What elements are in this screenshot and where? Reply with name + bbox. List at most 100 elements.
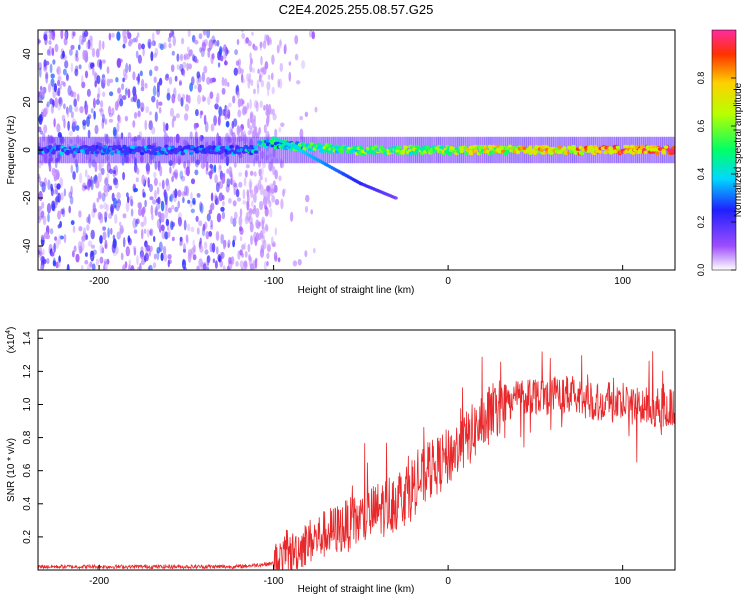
spectrogram-noise-speck: [63, 188, 67, 197]
spectrogram-noise-speck: [93, 97, 96, 109]
spectrogram-noise-speck: [177, 200, 180, 209]
spectrogram-carrier-mark: [590, 148, 595, 152]
spectrogram-noise-speck: [228, 197, 232, 204]
spectrogram-noise-speck: [187, 252, 192, 263]
spectrogram-noise-speck: [98, 162, 102, 172]
spectrogram-noise-speck: [162, 245, 167, 255]
spectrogram-noise-speck: [208, 209, 213, 215]
spectrogram-band-halo: [274, 136, 278, 164]
spectrogram-noise-speck: [253, 126, 256, 138]
spectrogram-band-halo: [262, 136, 266, 164]
spectrogram-noise-speck: [57, 192, 61, 203]
spectrogram-noise-speck: [192, 197, 196, 205]
spectrogram-noise-speck: [38, 126, 42, 133]
spectrogram-band-halo: [190, 136, 194, 164]
spectrogram-noise-speck: [53, 174, 58, 179]
spectrogram-noise-speck: [177, 93, 181, 102]
spectrogram-band-halo: [115, 136, 119, 164]
spectrogram-noise-speck: [147, 38, 152, 49]
spectrogram-noise-speck: [89, 36, 93, 47]
spectrogram-noise-speck: [244, 250, 248, 258]
spectrogram-noise-speck: [261, 216, 266, 225]
spectrogram-noise-speck: [132, 92, 137, 103]
spectrogram-noise-speck: [274, 227, 277, 236]
spectrogram-noise-speck: [297, 259, 302, 266]
spectrogram-noise-speck: [48, 83, 51, 93]
spectrogram-noise-speck: [141, 78, 145, 89]
spectrogram-noise-speck: [221, 211, 226, 220]
spectrogram-noise-speck: [183, 242, 186, 253]
spectrogram-noise-speck: [214, 174, 218, 184]
spectrogram-noise-speck: [239, 260, 244, 269]
spectrogram-noise-speck: [216, 213, 222, 223]
spectrogram-noise-speck: [235, 260, 239, 267]
spectrogram-noise-speck: [122, 237, 126, 248]
spectrogram-noise-speck: [65, 74, 69, 82]
spectrogram-noise-speck: [226, 178, 231, 188]
spectrogram-noise-speck: [185, 53, 191, 60]
spectrogram-noise-speck: [99, 256, 104, 264]
spectrogram-noise-speck: [86, 41, 89, 50]
spectrogram-noise-speck: [301, 60, 306, 69]
spectrogram-noise-speck: [249, 63, 253, 73]
spectrogram-noise-speck: [185, 185, 189, 197]
spectrogram-noise-speck: [158, 241, 163, 253]
spectrogram-noise-speck: [130, 265, 135, 270]
spectrogram-noise-speck: [84, 70, 89, 79]
spectrogram-noise-speck: [213, 115, 218, 126]
spectrogram-noise-speck: [79, 34, 83, 46]
spectrogram-noise-speck: [71, 121, 76, 133]
spectrogram-noise-speck: [161, 179, 165, 190]
spectrogram-noise-speck: [226, 168, 229, 174]
spectrogram-noise-speck: [230, 256, 235, 265]
spectrogram-noise-speck: [210, 219, 213, 228]
spectrogram-noise-speck: [221, 87, 226, 95]
spectrogram-noise-speck: [125, 201, 130, 212]
spectrogram-noise-speck: [136, 98, 141, 109]
spectrogram-noise-speck: [130, 199, 134, 207]
y-tick-label: 0.4: [22, 496, 33, 510]
spectrogram-noise-speck: [277, 257, 281, 263]
spectrogram-noise-speck: [210, 164, 214, 175]
spectrogram-noise-speck: [255, 219, 260, 229]
spectrogram-noise-speck: [159, 165, 163, 177]
spectrogram-noise-speck: [215, 182, 220, 193]
spectrogram-noise-speck: [41, 87, 45, 97]
spectrogram-noise-speck: [262, 67, 267, 75]
spectrogram-noise-speck: [272, 166, 276, 176]
spectrogram-noise-speck: [118, 221, 122, 227]
spectrogram-noise-speck: [59, 83, 62, 90]
spectrogram-noise-speck: [233, 162, 237, 168]
spectrogram-carrier-mark: [597, 150, 603, 154]
spectrogram-noise-speck: [106, 66, 110, 74]
spectrogram-carrier-mark: [116, 150, 121, 154]
spectrogram-noise-speck: [255, 183, 260, 193]
spectrogram-noise-speck: [284, 43, 287, 54]
spectrogram-noise-speck: [245, 212, 249, 222]
spectrogram-noise-speck: [112, 170, 116, 174]
spectrogram-noise-speck: [163, 189, 167, 198]
spectrogram-noise-speck: [271, 195, 276, 203]
spectrogram-noise-speck: [86, 88, 91, 97]
spectrogram-noise-speck: [149, 183, 153, 193]
spectrogram-noise-speck: [256, 79, 260, 89]
spectrogram-noise-speck: [171, 30, 175, 38]
spectrogram-noise-speck: [84, 252, 88, 257]
spectrogram-noise-speck: [249, 208, 253, 214]
spectrogram-carrier-mark: [652, 148, 657, 152]
spectrogram-noise-speck: [53, 118, 56, 128]
spectrogram-noise-speck: [240, 128, 243, 134]
spectrogram-noise-speck: [168, 229, 171, 238]
spectrogram-noise-speck: [41, 201, 45, 209]
spectrogram-noise-speck: [206, 266, 210, 270]
spectrogram-noise-speck: [103, 264, 106, 270]
spectrogram-noise-speck: [173, 169, 179, 178]
spectrogram-noise-speck: [87, 39, 91, 50]
spectrogram-carrier-mark: [317, 145, 322, 150]
spectrogram-noise-speck: [116, 31, 121, 41]
spectrogram-noise-speck: [216, 246, 219, 255]
spectrogram-noise-speck: [113, 197, 118, 209]
spectrogram-y-label: Frequency (Hz): [6, 116, 17, 185]
spectrogram-noise-speck: [140, 102, 145, 112]
